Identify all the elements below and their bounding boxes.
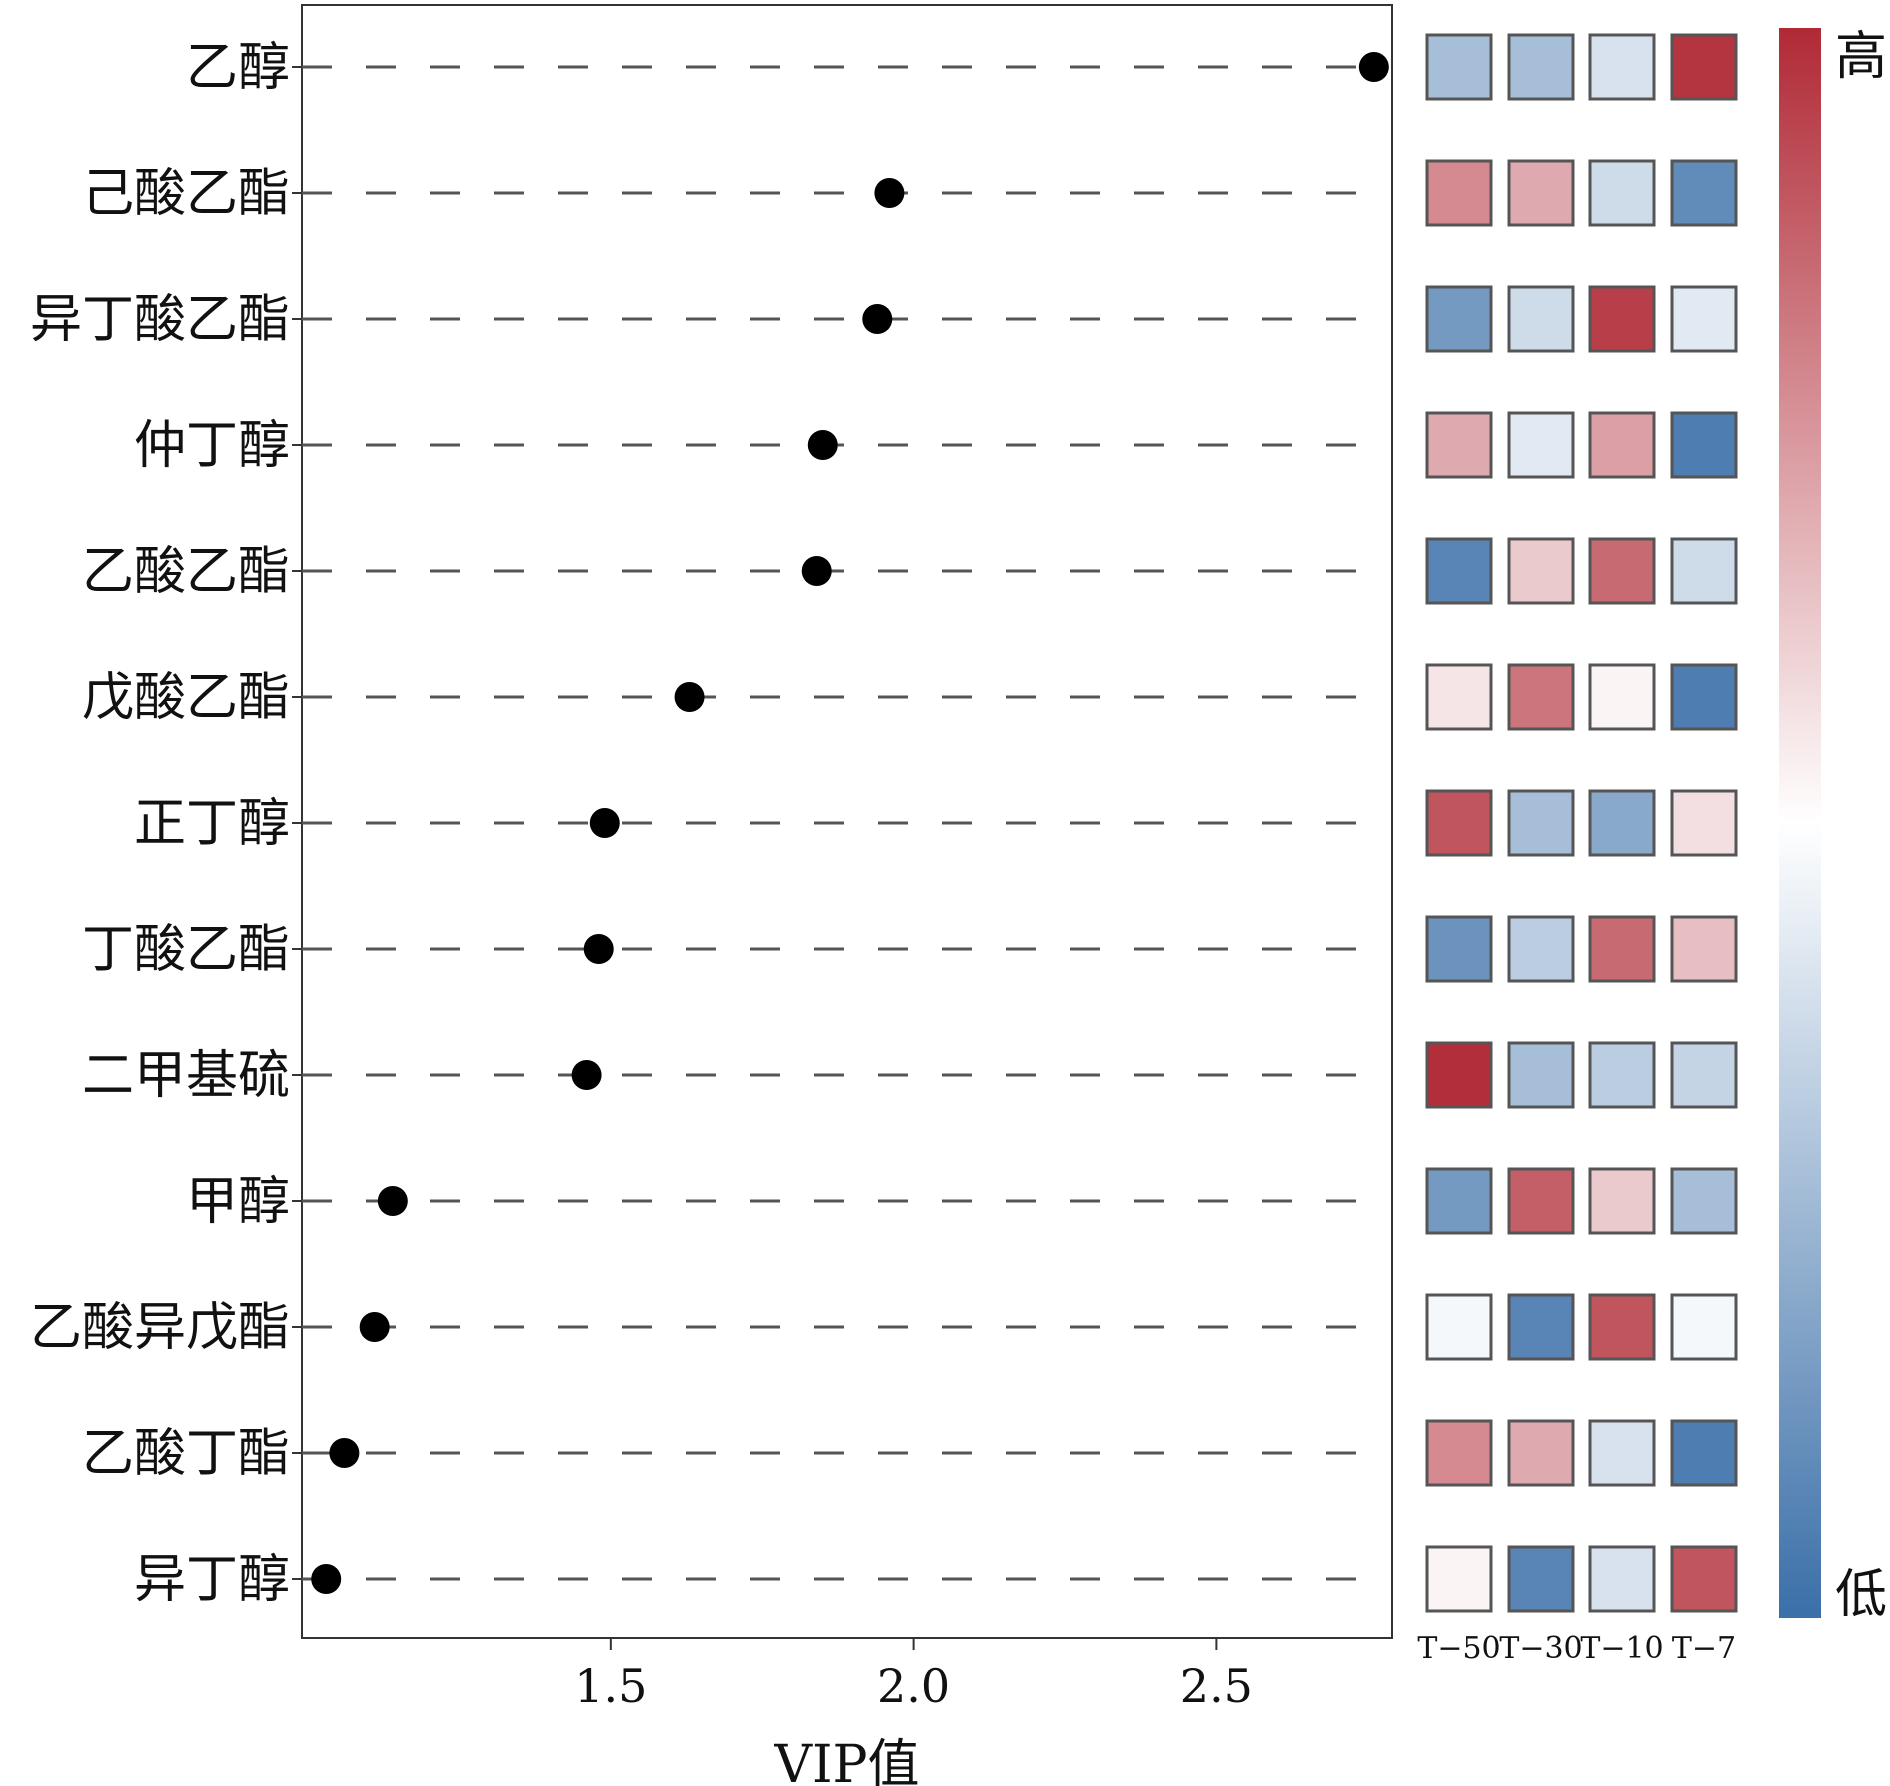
heatmap-cell <box>1507 1545 1575 1613</box>
heatmap-cell <box>1425 33 1493 101</box>
heatmap-cell <box>1588 915 1656 983</box>
heatmap-cell <box>1588 1041 1656 1109</box>
x-axis-ticks: 1.5 2.0 2.5 <box>574 1638 1253 1713</box>
vip-point <box>311 1564 342 1594</box>
heatmap-cell <box>1670 915 1738 983</box>
heatmap-cell <box>1670 663 1738 731</box>
heatmap-cell <box>1507 1419 1575 1487</box>
heatmap-cell <box>1507 33 1575 101</box>
compound-label: 戊酸乙酯 <box>82 668 290 728</box>
compound-label: 乙酸乙酯 <box>82 542 290 602</box>
heatmap-cell <box>1425 1419 1493 1487</box>
colorbar-low-label: 低 <box>1835 1565 1887 1625</box>
heatmap-cell <box>1425 915 1493 983</box>
heatmap-cell <box>1670 411 1738 479</box>
heatmap-cell <box>1588 1419 1656 1487</box>
heatmap-column-label: T−50 <box>1417 1631 1500 1666</box>
compound-label: 丁酸乙酯 <box>82 920 290 980</box>
dot-plot-area: 乙醇己酸乙酯异丁酸乙酯仲丁醇乙酸乙酯戊酸乙酯正丁醇丁酸乙酯二甲基硫甲醇乙酸异戊酯… <box>30 4 1393 1786</box>
colorbar: 高 低 <box>1779 27 1887 1625</box>
heatmap-cell <box>1588 1545 1656 1613</box>
compound-label: 己酸乙酯 <box>82 164 290 224</box>
compound-label: 乙酸丁酯 <box>82 1424 290 1484</box>
compound-label: 乙酸异戊酯 <box>30 1298 290 1358</box>
x-tick-label: 2.5 <box>1180 1659 1253 1713</box>
heatmap-cell <box>1507 285 1575 353</box>
compound-rows: 乙醇己酸乙酯异丁酸乙酯仲丁醇乙酸乙酯戊酸乙酯正丁醇丁酸乙酯二甲基硫甲醇乙酸异戊酯… <box>30 38 1389 1610</box>
compound-label: 乙醇 <box>186 38 290 98</box>
heatmap-cell <box>1425 1545 1493 1613</box>
x-axis-label: VIP值 <box>773 1735 919 1786</box>
heatmap-cell <box>1507 1293 1575 1361</box>
heatmap-cell <box>1507 915 1575 983</box>
heatmap-cell <box>1425 1041 1493 1109</box>
vip-point <box>377 1186 408 1216</box>
heatmap-cell <box>1670 537 1738 605</box>
heatmap-cell <box>1588 663 1656 731</box>
plot-frame <box>301 4 1393 1639</box>
heatmap-panel: T−50T−30T−10 T−7 <box>1417 33 1738 1666</box>
compound-label: 异丁醇 <box>134 1550 290 1610</box>
heatmap-cell <box>1670 1545 1738 1613</box>
heatmap-cell <box>1670 1041 1738 1109</box>
vip-point <box>674 682 705 712</box>
heatmap-column-label: T−10 <box>1580 1631 1663 1666</box>
compound-label: 二甲基硫 <box>82 1046 290 1106</box>
heatmap-cell <box>1425 411 1493 479</box>
heatmap-cell <box>1507 411 1575 479</box>
vip-point <box>329 1438 360 1468</box>
heatmap-column-label: T−30 <box>1499 1631 1582 1666</box>
vip-point <box>583 934 614 964</box>
heatmap-cell <box>1588 789 1656 857</box>
heatmap-cell <box>1425 1167 1493 1235</box>
heatmap-cell <box>1670 1167 1738 1235</box>
heatmap-cell <box>1425 789 1493 857</box>
heatmap-column-label: T−7 <box>1672 1631 1736 1666</box>
heatmap-cell <box>1507 1167 1575 1235</box>
heatmap-cell <box>1670 285 1738 353</box>
vip-point <box>1358 52 1389 82</box>
heatmap-cell <box>1588 285 1656 353</box>
heatmap-cell <box>1670 789 1738 857</box>
heatmap-cell <box>1670 1419 1738 1487</box>
vip-point <box>589 808 620 838</box>
vip-point <box>862 304 893 334</box>
heatmap-cell <box>1425 663 1493 731</box>
heatmap-cell <box>1588 159 1656 227</box>
x-tick-label: 1.5 <box>574 1659 647 1713</box>
compound-label: 仲丁醇 <box>134 416 290 476</box>
heatmap-cell <box>1670 1293 1738 1361</box>
heatmap-cell <box>1507 663 1575 731</box>
heatmap-cell <box>1670 159 1738 227</box>
vip-point <box>359 1312 390 1342</box>
compound-label: 异丁酸乙酯 <box>30 290 290 350</box>
heatmap-cell <box>1588 411 1656 479</box>
colorbar-high-label: 高 <box>1835 27 1887 87</box>
heatmap-cell <box>1507 159 1575 227</box>
vip-point <box>801 556 832 586</box>
heatmap-cell <box>1588 1293 1656 1361</box>
heatmap-cell <box>1588 537 1656 605</box>
x-tick-label: 2.0 <box>877 1659 950 1713</box>
heatmap-cell <box>1670 33 1738 101</box>
heatmap-cell <box>1507 537 1575 605</box>
heatmap-cell <box>1425 285 1493 353</box>
heatmap-cell <box>1425 1293 1493 1361</box>
vip-point <box>571 1060 602 1090</box>
vip-point <box>874 178 905 208</box>
heatmap-cell <box>1507 789 1575 857</box>
heatmap-cell <box>1588 1167 1656 1235</box>
vip-point <box>807 430 838 460</box>
heatmap-cell <box>1425 159 1493 227</box>
compound-label: 甲醇 <box>186 1172 290 1232</box>
heatmap-cell <box>1507 1041 1575 1109</box>
colorbar-gradient <box>1779 28 1821 1618</box>
heatmap-cell <box>1588 33 1656 101</box>
heatmap-cell <box>1425 537 1493 605</box>
compound-label: 正丁醇 <box>134 794 290 854</box>
